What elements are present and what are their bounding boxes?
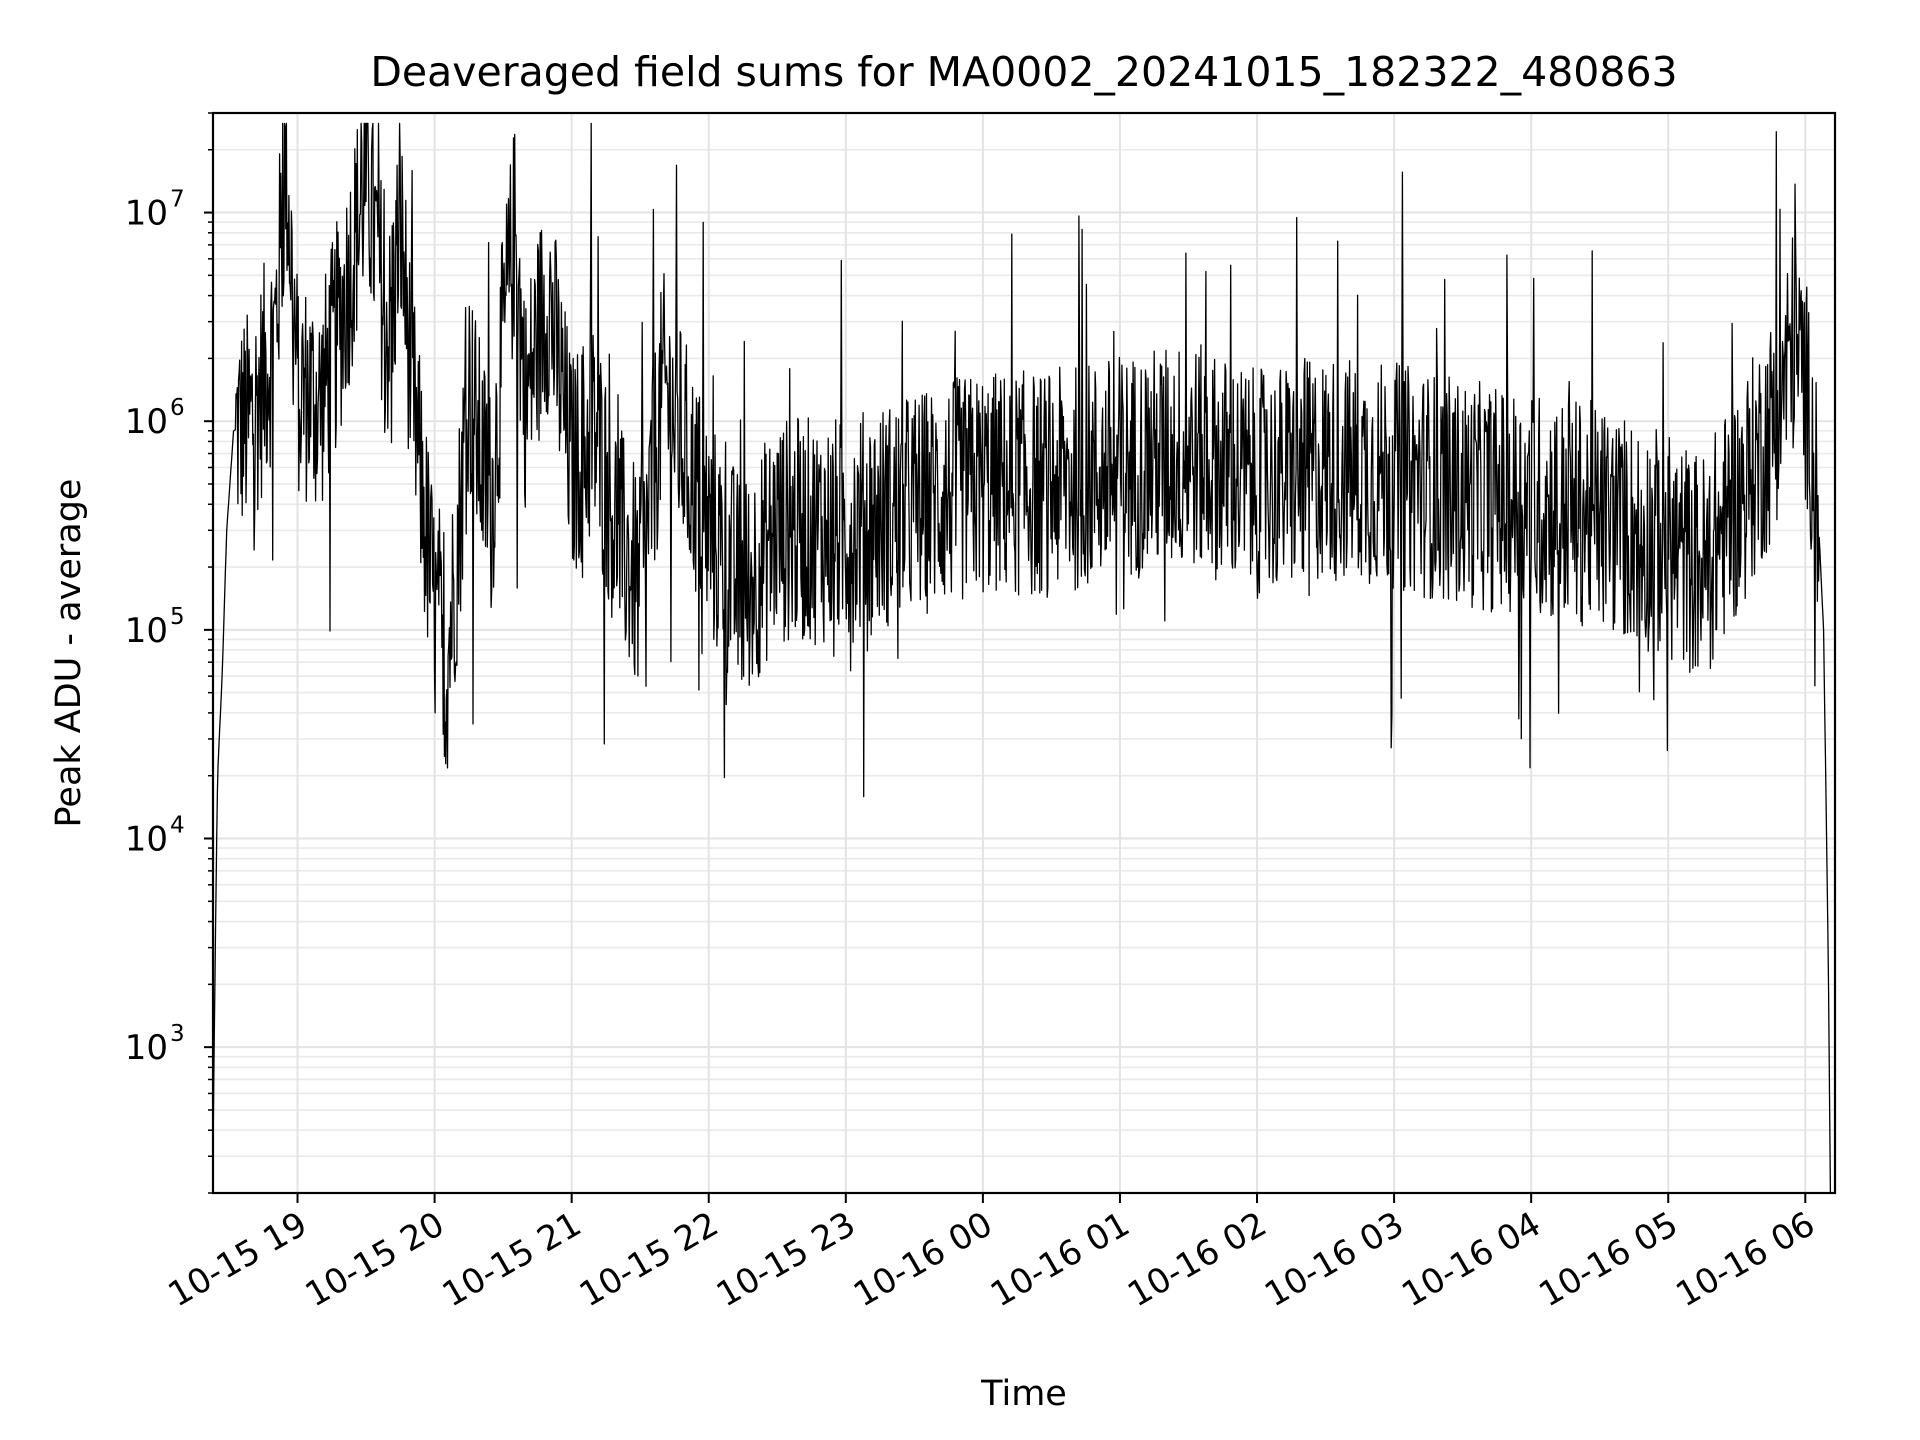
y-tick-exponent: 5	[170, 604, 185, 630]
y-tick-exponent: 3	[170, 1021, 185, 1047]
y-tick-base: 10	[125, 1028, 168, 1068]
y-tick-label: 10 4	[125, 813, 185, 860]
plot-area	[213, 113, 1835, 1193]
x-axis-label: Time	[980, 1374, 1067, 1414]
plot-frame	[211, 111, 1837, 1195]
chart-title: Deaveraged field sums for MA0002_2024101…	[370, 48, 1677, 96]
y-tick-base: 10	[125, 402, 168, 442]
y-tick-exponent: 7	[170, 187, 185, 213]
y-tick-exponent: 4	[170, 813, 185, 839]
y-tick-label: 10 6	[125, 395, 185, 442]
series-line	[212, 122, 1832, 1194]
y-tick-exponent: 6	[170, 395, 185, 421]
series-layer	[212, 122, 1832, 1194]
y-axis-label: Peak ADU - average	[49, 479, 89, 828]
y-tick-label: 10 7	[125, 187, 185, 234]
grid	[213, 112, 1835, 1194]
y-tick-label: 10 3	[125, 1021, 185, 1068]
y-tick-base: 10	[125, 611, 168, 651]
y-tick-base: 10	[125, 820, 168, 860]
y-tick-base: 10	[125, 194, 168, 234]
y-tick-label: 10 5	[125, 604, 185, 651]
